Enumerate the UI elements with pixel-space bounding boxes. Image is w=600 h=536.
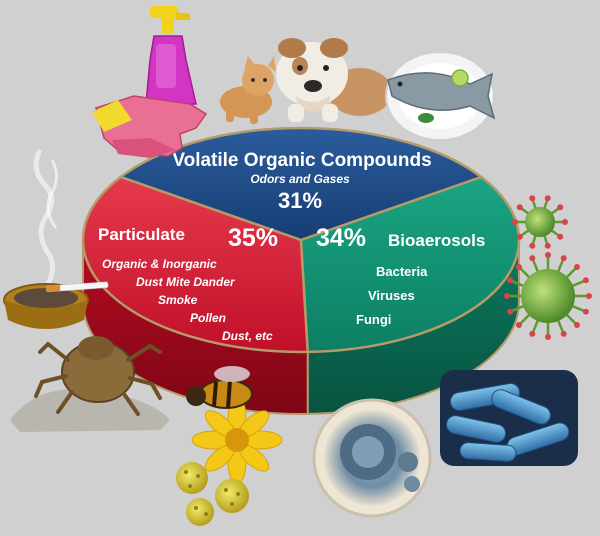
particulate-item: Dust, etc xyxy=(222,329,273,343)
rubber-gloves-icon xyxy=(92,95,208,158)
virus-spike-tip xyxy=(562,219,568,225)
voc-subtitle: Odors and Gases xyxy=(250,172,350,186)
bioaerosols-labels: 34% Bioaerosols Bacteria Viruses Fungi xyxy=(316,224,485,327)
particulate-labels: Particulate 35% Organic & Inorganic Dust… xyxy=(98,224,278,343)
virus-spike-tip xyxy=(507,277,514,284)
virus-spike-tip xyxy=(582,308,589,315)
kitten-icon xyxy=(220,56,276,124)
virus-spike-tip xyxy=(529,330,536,337)
virus-spike-tip xyxy=(560,330,567,337)
bacteria-icon xyxy=(440,370,578,466)
bioaerosols-item: Fungi xyxy=(356,312,391,327)
particulate-percent: 35% xyxy=(228,224,278,252)
bioaerosols-item: Viruses xyxy=(368,288,415,303)
virus-spike-tip xyxy=(544,242,551,249)
bulldog-icon xyxy=(276,38,392,122)
spray-bottle-icon xyxy=(145,6,197,105)
virus-spike-tip xyxy=(516,233,523,240)
bioaerosols-item: Bacteria xyxy=(376,264,428,279)
pie-slice-particulate xyxy=(81,175,310,354)
bioaerosols-percent: 34% xyxy=(316,224,366,252)
virus-spike-tip xyxy=(529,242,536,249)
dust-mite-icon xyxy=(10,336,170,432)
pollen-grain-icon xyxy=(176,462,249,526)
virus-spike-tip xyxy=(544,195,551,202)
bioaerosols-title: Bioaerosols xyxy=(388,231,485,250)
virus-spike-tip xyxy=(582,277,589,284)
pie-slice-voc xyxy=(118,126,484,242)
mold-petri-dish-icon xyxy=(312,398,432,518)
virus-spike-tip xyxy=(560,255,567,262)
cigarette-ashtray-icon xyxy=(3,148,109,329)
virus-spike-tip xyxy=(545,252,551,258)
virus-spike-tip xyxy=(557,204,564,211)
particulate-item: Smoke xyxy=(158,293,198,307)
particulate-title: Particulate xyxy=(98,225,185,244)
pie-slice-bioaerosols xyxy=(299,175,521,354)
virus-spike-tip xyxy=(512,219,518,225)
virus-spike-tip xyxy=(586,293,592,299)
virus-spike-tip xyxy=(573,264,580,271)
virus-spike-tip xyxy=(516,204,523,211)
virus-spike-tip xyxy=(516,321,523,328)
particulate-item: Organic & Inorganic xyxy=(102,257,217,271)
virus-spike-tip xyxy=(529,195,536,202)
virus-icon xyxy=(504,252,592,340)
voc-title: Volatile Organic Compounds xyxy=(172,150,431,171)
particulate-item: Pollen xyxy=(190,311,226,325)
virus-spike-tip xyxy=(557,233,564,240)
virus-icon xyxy=(512,195,568,249)
fish-plate-icon xyxy=(385,51,496,141)
voc-labels: Volatile Organic Compounds Odors and Gas… xyxy=(172,150,431,213)
pie-slices xyxy=(81,126,521,354)
virus-spike-tip xyxy=(573,321,580,328)
virus-spike-tip xyxy=(545,334,551,340)
virus-spike-tip xyxy=(529,255,536,262)
virus-spike-tip xyxy=(516,264,523,271)
virus-spike-tip xyxy=(507,308,514,315)
voc-percent: 31% xyxy=(278,188,322,213)
particulate-item: Dust Mite Dander xyxy=(136,275,236,289)
bee-on-flower-icon xyxy=(186,366,283,485)
virus-spike-tip xyxy=(504,293,510,299)
